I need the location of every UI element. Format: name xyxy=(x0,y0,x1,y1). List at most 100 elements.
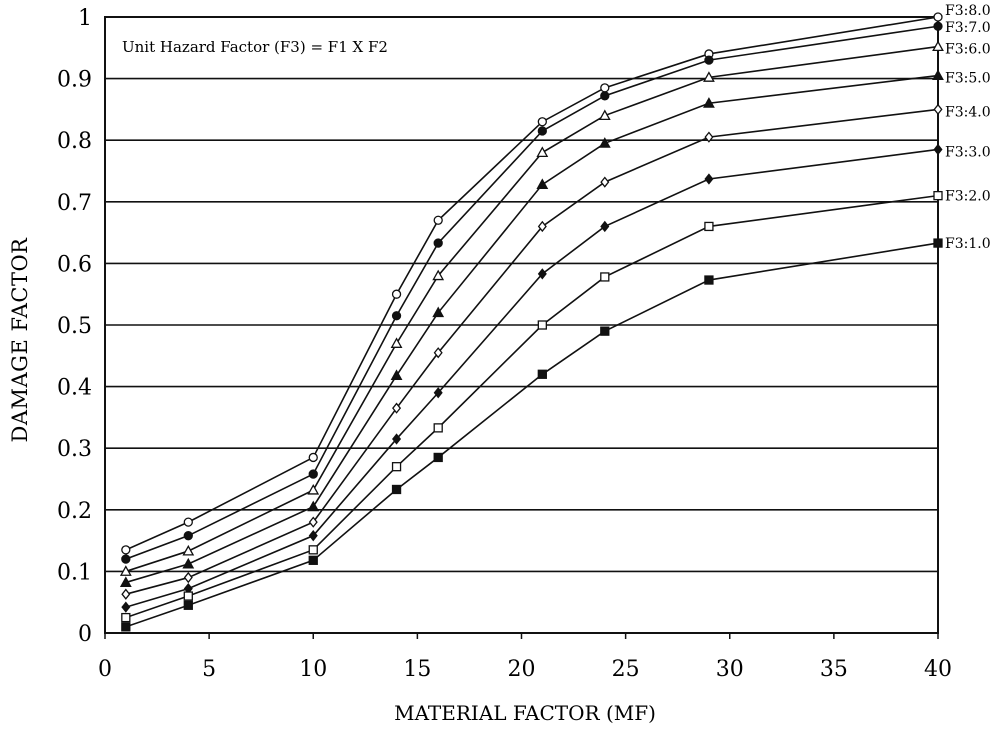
data-point-marker xyxy=(119,565,132,576)
y-tick-label: 0.3 xyxy=(57,437,92,462)
data-point-marker xyxy=(537,126,547,136)
annotation-box xyxy=(111,22,419,70)
data-point-marker xyxy=(307,500,320,512)
data-point-marker xyxy=(308,555,318,565)
data-point-marker xyxy=(537,320,547,330)
x-tick-label: 30 xyxy=(716,657,744,682)
data-point-marker xyxy=(432,269,445,281)
series-label: F3:7.0 xyxy=(945,20,991,36)
data-point-marker xyxy=(704,55,714,65)
data-point-marker xyxy=(433,215,443,225)
annotation-text: Unit Hazard Factor (F3) = F1 X F2 xyxy=(122,38,388,56)
x-tick-label: 5 xyxy=(202,657,216,682)
data-point-marker xyxy=(183,531,193,541)
data-point-marker xyxy=(600,220,610,233)
series-label: F3:4.0 xyxy=(945,104,991,120)
data-point-marker xyxy=(391,462,402,472)
data-point-marker xyxy=(390,337,403,348)
data-point-marker xyxy=(704,221,714,232)
data-point-marker xyxy=(536,146,549,158)
y-tick-label: 0.8 xyxy=(57,129,92,154)
data-point-marker xyxy=(391,311,402,321)
data-point-marker xyxy=(121,612,131,623)
y-tick-label: 0.1 xyxy=(57,560,92,585)
y-tick-label: 0.6 xyxy=(57,252,92,277)
data-point-marker xyxy=(704,275,714,285)
data-point-marker xyxy=(391,484,402,495)
series-markers xyxy=(119,12,944,632)
data-point-marker xyxy=(308,469,318,479)
data-point-marker xyxy=(391,289,402,299)
series-lines xyxy=(125,16,939,628)
data-point-marker xyxy=(121,545,131,555)
data-point-marker xyxy=(933,12,943,22)
data-point-marker xyxy=(537,117,547,127)
series-label: F3:2.0 xyxy=(945,189,991,205)
data-point-marker xyxy=(121,601,131,613)
data-point-marker xyxy=(183,600,193,610)
data-point-marker xyxy=(600,272,610,282)
data-point-marker xyxy=(121,554,131,564)
data-point-marker xyxy=(392,402,402,414)
x-tick-label: 0 xyxy=(98,657,112,682)
y-tick-label: 0.7 xyxy=(57,191,92,216)
data-point-marker xyxy=(537,220,547,233)
x-tick-label: 25 xyxy=(612,657,640,682)
data-point-marker xyxy=(933,21,943,31)
data-point-marker xyxy=(932,40,944,52)
series-label: F3:6.0 xyxy=(945,42,991,58)
data-point-marker xyxy=(703,97,715,108)
series-line xyxy=(125,242,939,628)
x-tick-label: 35 xyxy=(820,657,848,682)
series-label: F3:8.0 xyxy=(945,3,991,19)
data-point-marker xyxy=(600,326,610,336)
data-point-marker xyxy=(308,452,318,463)
data-point-marker xyxy=(704,173,714,185)
data-point-marker xyxy=(308,530,318,542)
series-line xyxy=(125,25,939,560)
series-line xyxy=(125,148,939,608)
data-point-marker xyxy=(183,571,193,584)
series-label: F3:1.0 xyxy=(945,236,991,252)
data-point-marker xyxy=(183,591,193,601)
data-point-marker xyxy=(432,306,445,318)
data-point-marker xyxy=(600,83,610,93)
x-tick-label: 20 xyxy=(508,657,536,682)
data-point-marker xyxy=(537,268,547,280)
series-line xyxy=(125,194,939,619)
data-point-marker xyxy=(433,347,443,359)
grid-lines xyxy=(105,77,938,573)
data-point-marker xyxy=(933,143,943,156)
data-point-marker xyxy=(308,516,318,528)
data-point-marker xyxy=(933,190,943,201)
data-point-marker xyxy=(598,109,611,121)
data-point-marker xyxy=(433,387,443,399)
data-point-marker xyxy=(536,178,549,190)
data-point-marker xyxy=(392,433,402,445)
data-point-marker xyxy=(433,452,443,463)
series-label: F3:3.0 xyxy=(945,144,991,160)
x-tick-label: 15 xyxy=(403,657,431,682)
data-point-marker xyxy=(390,369,403,381)
data-point-marker xyxy=(307,483,320,495)
data-point-marker xyxy=(537,369,547,379)
data-point-marker xyxy=(121,622,131,632)
series-line xyxy=(125,16,939,551)
y-tick-label: 0.5 xyxy=(57,314,92,339)
series-line xyxy=(125,45,939,573)
data-point-marker xyxy=(600,91,610,101)
y-tick-label: 0 xyxy=(78,622,92,647)
data-point-marker xyxy=(933,238,943,248)
data-point-marker xyxy=(600,176,610,188)
y-tick-label: 1 xyxy=(78,6,92,31)
x-axis-label: MATERIAL FACTOR (MF) xyxy=(394,701,656,725)
axis-ticks: 00.10.20.30.40.50.60.70.80.910 5 10 15 20 25 3… xyxy=(57,6,952,682)
data-point-marker xyxy=(119,576,132,587)
data-point-marker xyxy=(308,545,318,555)
series-label: F3:5.0 xyxy=(945,71,991,87)
data-point-marker xyxy=(433,238,443,248)
data-point-marker xyxy=(433,423,443,433)
data-point-marker xyxy=(933,103,943,116)
data-point-marker xyxy=(932,69,944,81)
